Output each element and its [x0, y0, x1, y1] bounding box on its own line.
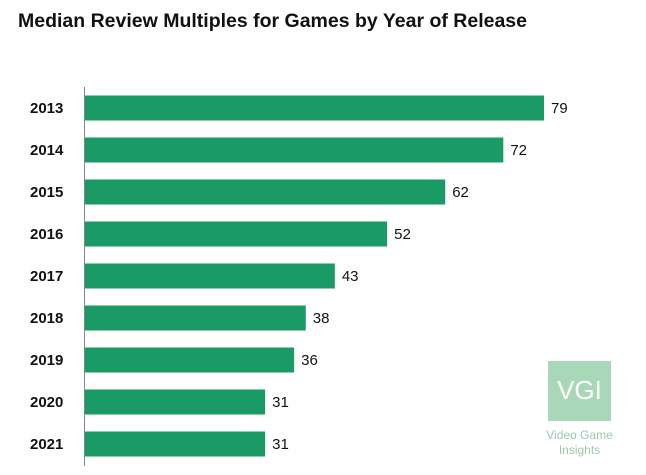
logo-text: Video Game: [546, 428, 613, 442]
bar: [85, 389, 266, 415]
bar: [85, 305, 306, 331]
bar: [85, 179, 446, 205]
y-tick-label: 2016: [30, 226, 63, 243]
y-tick-label: 2015: [30, 184, 63, 201]
value-label: 43: [342, 268, 359, 285]
logo-box: [548, 361, 611, 421]
chart-title: Median Review Multiples for Games by Yea…: [18, 10, 527, 32]
logo-text: Insights: [559, 443, 600, 457]
bar: [85, 221, 388, 247]
value-label: 36: [301, 352, 318, 369]
logo-mark: VGI: [557, 375, 602, 405]
y-tick-label: 2014: [30, 142, 64, 159]
value-label: 52: [394, 226, 411, 243]
bar: [85, 431, 266, 457]
bar: [85, 347, 295, 373]
bar: [85, 137, 504, 163]
value-label: 62: [452, 184, 469, 201]
value-label: 31: [272, 394, 289, 411]
bar: [85, 95, 544, 121]
y-tick-label: 2018: [30, 310, 63, 327]
y-tick-label: 2013: [30, 100, 63, 117]
value-label: 31: [272, 436, 289, 453]
y-tick-label: 2017: [30, 268, 63, 285]
y-tick-label: 2019: [30, 352, 63, 369]
value-label: 79: [551, 100, 568, 117]
value-label: 72: [510, 142, 527, 159]
bar: [85, 263, 335, 289]
y-tick-label: 2020: [30, 394, 63, 411]
value-label: 38: [313, 310, 330, 327]
y-tick-label: 2021: [30, 436, 63, 453]
